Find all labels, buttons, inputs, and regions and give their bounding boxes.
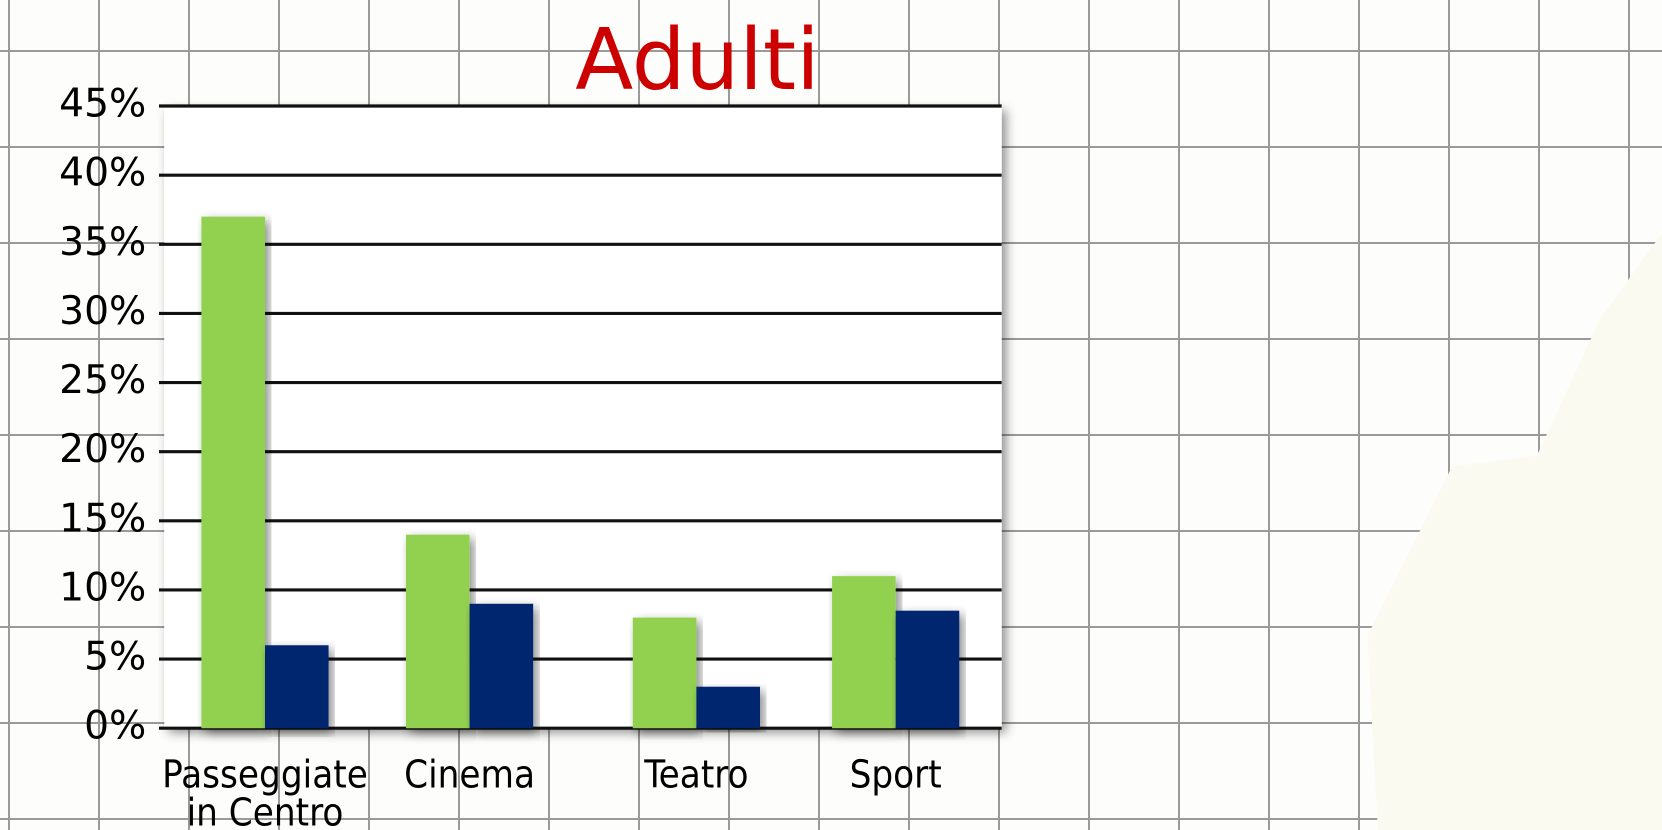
bar [895, 610, 960, 729]
bar [632, 617, 697, 729]
x-tick-label-box: Teatro [644, 756, 749, 798]
bar [201, 216, 265, 729]
y-tick-label: 40% [59, 151, 146, 196]
x-tick-label-box: Cinema [404, 756, 536, 798]
x-tick-label-box: Sport [849, 756, 942, 798]
x-tick-label: Teatro [644, 756, 749, 798]
y-tick-label: 10% [59, 565, 146, 610]
x-tick-label-box: Passeggiate in Centro [162, 756, 368, 830]
bar [696, 686, 760, 729]
y-tick-label: 35% [59, 220, 146, 265]
bar [832, 576, 896, 729]
bar [405, 534, 470, 729]
x-tick-label: Sport [849, 756, 942, 798]
y-tick-label: 5% [84, 635, 146, 680]
x-tick-label: Cinema [404, 756, 536, 798]
y-tick-label: 30% [59, 289, 146, 334]
bar [264, 645, 329, 729]
y-tick-label: 15% [59, 496, 146, 541]
y-tick-label: 0% [84, 704, 146, 749]
y-tick-label: 45% [59, 82, 146, 127]
chart-title: Adulti [575, 10, 819, 109]
y-tick-label: 20% [59, 427, 146, 472]
bar [469, 603, 534, 729]
y-tick-label: 25% [59, 358, 146, 403]
x-tick-label: Passeggiate in Centro [162, 756, 368, 830]
paper-patch [1367, 233, 1662, 830]
